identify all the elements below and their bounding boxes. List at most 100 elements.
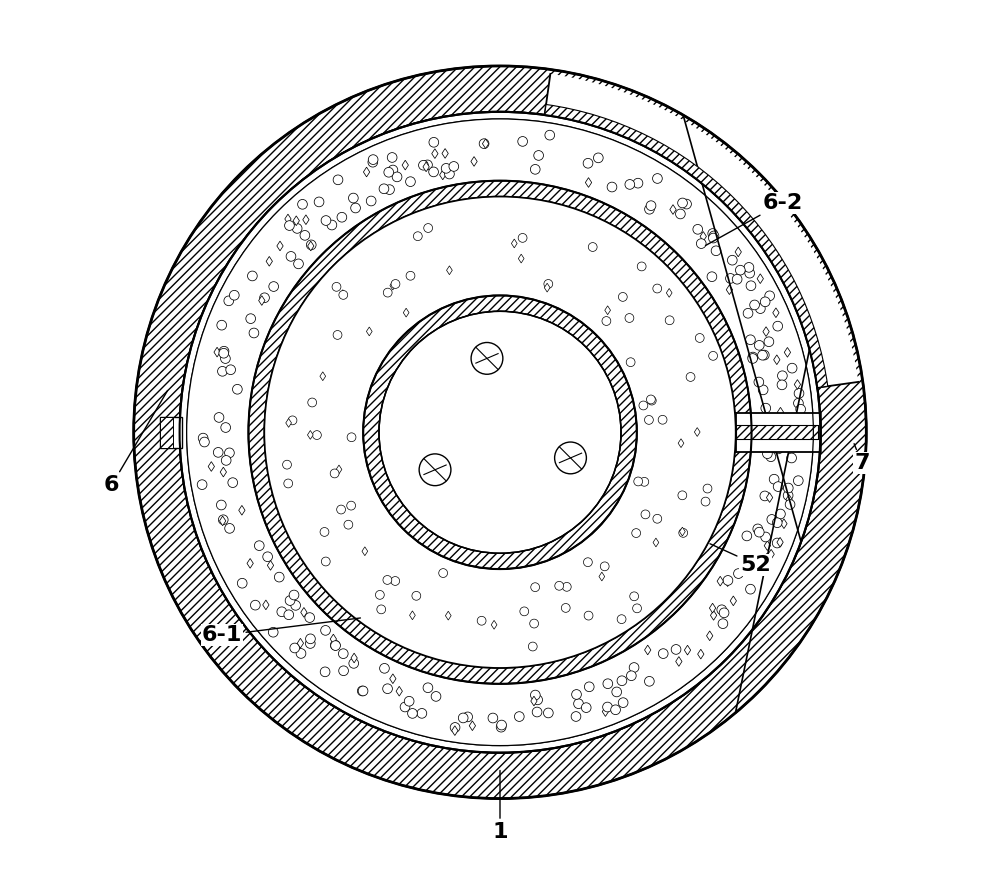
Circle shape [441, 163, 451, 173]
Circle shape [296, 649, 306, 658]
Circle shape [406, 176, 415, 186]
Circle shape [344, 520, 353, 529]
Circle shape [221, 354, 230, 364]
Circle shape [653, 174, 662, 184]
Circle shape [555, 582, 564, 590]
Circle shape [534, 151, 543, 160]
Circle shape [530, 619, 539, 628]
Circle shape [283, 461, 291, 469]
Circle shape [763, 449, 772, 459]
Circle shape [611, 705, 620, 715]
Polygon shape [301, 608, 307, 617]
Circle shape [572, 690, 581, 699]
Circle shape [618, 292, 627, 301]
Circle shape [766, 452, 776, 462]
Circle shape [732, 274, 742, 284]
Polygon shape [602, 707, 609, 716]
Circle shape [793, 476, 803, 486]
Text: 52: 52 [710, 544, 771, 575]
Circle shape [646, 200, 656, 210]
Circle shape [765, 291, 775, 300]
Wedge shape [180, 112, 820, 753]
Polygon shape [286, 419, 291, 428]
Polygon shape [766, 493, 773, 503]
Circle shape [630, 592, 639, 601]
Circle shape [129, 61, 871, 803]
Polygon shape [402, 160, 408, 170]
Polygon shape [403, 308, 409, 317]
Circle shape [530, 691, 540, 700]
Polygon shape [678, 438, 684, 447]
Bar [160, 417, 182, 447]
Circle shape [758, 350, 767, 360]
Circle shape [463, 712, 473, 722]
Circle shape [380, 664, 389, 674]
Circle shape [249, 328, 259, 338]
Circle shape [351, 203, 360, 213]
Circle shape [312, 430, 321, 439]
Circle shape [339, 666, 348, 675]
Circle shape [719, 608, 729, 617]
Circle shape [735, 266, 745, 275]
Polygon shape [307, 430, 313, 439]
Circle shape [518, 136, 527, 146]
Circle shape [488, 713, 498, 723]
Polygon shape [396, 686, 402, 696]
Circle shape [531, 583, 540, 592]
Polygon shape [297, 638, 304, 648]
Circle shape [776, 509, 785, 519]
Polygon shape [208, 462, 214, 471]
Circle shape [629, 663, 639, 673]
Wedge shape [545, 74, 858, 388]
Circle shape [429, 137, 439, 147]
Circle shape [445, 169, 454, 179]
Circle shape [745, 268, 755, 278]
Circle shape [561, 603, 570, 612]
Circle shape [618, 698, 628, 707]
Polygon shape [710, 610, 717, 620]
Circle shape [198, 433, 208, 443]
Circle shape [388, 165, 398, 175]
Polygon shape [777, 407, 784, 417]
Polygon shape [784, 347, 791, 357]
Polygon shape [676, 657, 682, 666]
Circle shape [584, 611, 593, 620]
Circle shape [385, 184, 394, 194]
Circle shape [625, 314, 634, 323]
Polygon shape [700, 232, 706, 241]
Circle shape [218, 366, 227, 376]
Circle shape [758, 385, 768, 395]
Circle shape [583, 159, 593, 168]
Circle shape [545, 130, 555, 140]
Polygon shape [363, 168, 370, 177]
Circle shape [449, 161, 459, 171]
Circle shape [349, 658, 359, 668]
Circle shape [633, 604, 641, 613]
Circle shape [333, 331, 342, 339]
Circle shape [695, 333, 704, 342]
Circle shape [479, 139, 489, 149]
Bar [736, 413, 820, 452]
Circle shape [358, 686, 368, 696]
Polygon shape [267, 560, 274, 570]
Circle shape [686, 372, 695, 381]
Polygon shape [794, 380, 801, 389]
Circle shape [450, 723, 460, 732]
Circle shape [617, 676, 627, 685]
Circle shape [761, 404, 771, 413]
Circle shape [785, 500, 795, 510]
Circle shape [379, 184, 389, 193]
Circle shape [314, 197, 324, 207]
Circle shape [555, 442, 586, 474]
Circle shape [637, 262, 646, 271]
Circle shape [626, 671, 636, 681]
Circle shape [777, 380, 787, 389]
Circle shape [633, 178, 643, 188]
Circle shape [383, 576, 392, 584]
Circle shape [750, 300, 759, 310]
Polygon shape [666, 289, 672, 298]
Polygon shape [781, 519, 787, 528]
Circle shape [701, 497, 710, 506]
Circle shape [626, 358, 635, 366]
Polygon shape [773, 308, 779, 317]
